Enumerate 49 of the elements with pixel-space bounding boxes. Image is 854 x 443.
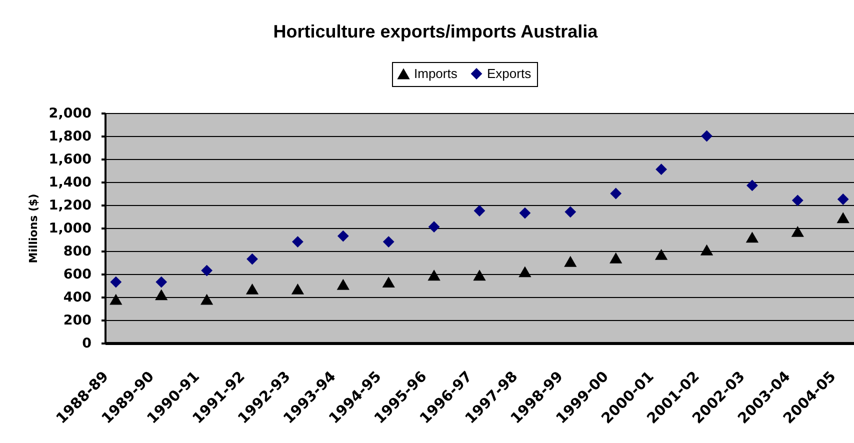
y-tick-label: 800 (63, 244, 92, 260)
point (837, 194, 849, 205)
point (336, 278, 350, 290)
legend-label: Exports (487, 66, 532, 81)
point (110, 294, 122, 305)
point (564, 256, 577, 267)
point (156, 276, 168, 288)
y-tick-label: 1,600 (48, 152, 92, 168)
point (291, 283, 304, 294)
y-tick-label: 600 (63, 266, 92, 282)
point (337, 230, 349, 242)
y-tick-label: 200 (63, 312, 92, 328)
point (428, 270, 440, 281)
y-tick-label: 1,400 (48, 174, 92, 190)
point (791, 226, 804, 237)
point (382, 276, 395, 288)
point (656, 164, 667, 176)
point (382, 236, 394, 248)
y-axis-title: Millions ($) (26, 194, 40, 264)
y-tick-label: 2,000 (48, 106, 92, 122)
point (246, 283, 259, 294)
legend-label: Imports (414, 66, 458, 81)
point (746, 180, 758, 192)
point (654, 248, 668, 260)
point (473, 270, 486, 281)
y-tick-label: 1,800 (48, 128, 92, 144)
y-tick-label: 1,000 (48, 220, 92, 236)
y-tick-label: 1,200 (48, 198, 92, 214)
point (200, 294, 214, 305)
point (792, 194, 804, 206)
point (428, 221, 440, 233)
point (564, 206, 576, 218)
point (701, 130, 712, 142)
point (518, 266, 532, 278)
point (246, 253, 258, 265)
point (519, 207, 531, 219)
point (610, 252, 622, 264)
point (746, 232, 759, 243)
y-tick-label: 400 (63, 290, 92, 306)
point (292, 236, 304, 248)
point (155, 289, 168, 300)
point (610, 188, 622, 200)
point (700, 244, 714, 256)
point (110, 276, 122, 288)
chart-title: Horticulture exports/imports Australia (273, 22, 599, 42)
point (201, 264, 213, 276)
point (836, 212, 850, 224)
point (474, 205, 486, 216)
y-tick-label: 0 (82, 336, 92, 352)
